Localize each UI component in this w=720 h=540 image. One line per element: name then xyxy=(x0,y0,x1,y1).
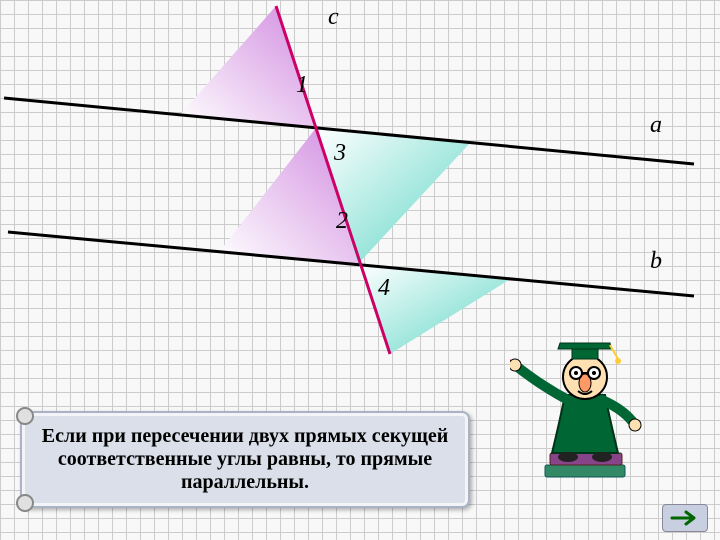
scroll-curl-icon xyxy=(16,494,34,512)
label-b: b xyxy=(650,248,662,275)
label-angle-1: 1 xyxy=(296,72,308,99)
arrow-right-icon xyxy=(670,510,700,526)
label-angle-4: 4 xyxy=(378,275,390,302)
label-angle-3: 3 xyxy=(334,140,346,167)
theorem-text: Если при пересечении двух прямых секущей… xyxy=(42,425,448,493)
next-button[interactable] xyxy=(662,504,708,532)
professor-illustration xyxy=(510,325,660,485)
theorem-box: Если при пересечении двух прямых секущей… xyxy=(20,411,470,508)
label-c: c xyxy=(328,4,339,31)
label-a: a xyxy=(650,112,662,139)
label-angle-2: 2 xyxy=(336,208,348,235)
scroll-curl-icon xyxy=(16,407,34,425)
